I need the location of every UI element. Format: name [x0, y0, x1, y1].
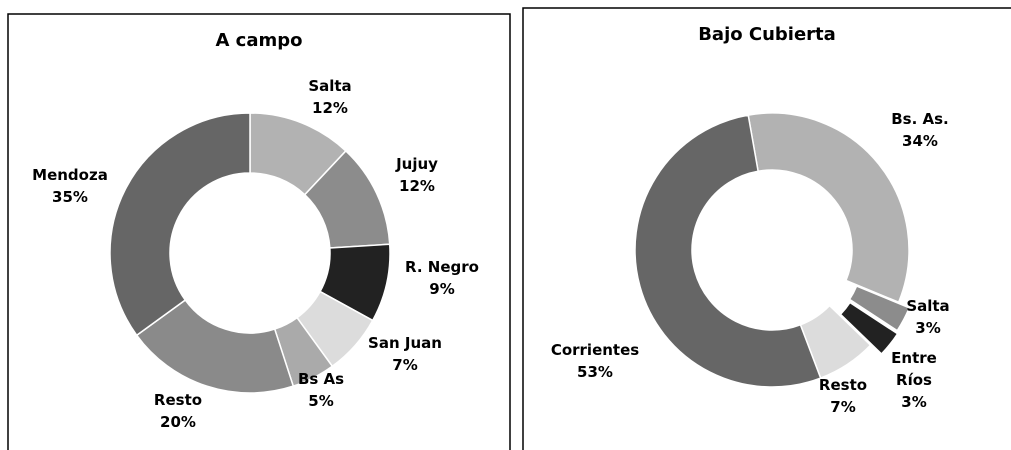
slice-label: Mendoza 35% — [20, 164, 120, 208]
slice-label: Resto 7% — [808, 374, 878, 418]
slice-name: Bs. As. — [891, 110, 949, 128]
slice-label: Bs As 5% — [281, 368, 361, 412]
chart-title-text: A campo — [215, 30, 303, 51]
slice-label: Jujuy 12% — [372, 153, 462, 197]
slice-name: Entre Ríos — [891, 349, 937, 389]
donut-slice — [109, 112, 251, 337]
donut-slice — [747, 112, 910, 304]
slice-value: 34% — [902, 132, 938, 150]
slice-value: 7% — [392, 356, 418, 374]
slice-label: San Juan 7% — [350, 332, 460, 376]
slice-value: 20% — [160, 413, 196, 431]
slice-name: Bs As — [297, 370, 345, 388]
slice-value: 3% — [915, 319, 941, 337]
panel-border — [522, 7, 1011, 450]
donut-slice — [848, 285, 911, 332]
slice-label: Salta 3% — [893, 295, 963, 339]
chart-title: Bajo Cubierta — [617, 24, 917, 45]
slice-value: 7% — [830, 398, 856, 416]
slice-name: Salta — [906, 297, 950, 315]
slice-name: Resto — [818, 376, 868, 394]
slice-value: 12% — [399, 177, 435, 195]
slice-value: 35% — [52, 188, 88, 206]
slice-label: Corrientes 53% — [535, 339, 655, 383]
slice-label: Salta 12% — [285, 75, 375, 119]
slice-label: Resto 20% — [133, 389, 223, 433]
slice-value: 3% — [901, 393, 927, 411]
slice-name: Salta — [308, 77, 352, 95]
donut-slice — [634, 114, 822, 388]
panel-border — [7, 13, 511, 450]
slice-value: 12% — [312, 99, 348, 117]
slice-name: Corrientes — [550, 341, 640, 359]
donut-slice — [839, 301, 899, 355]
slice-name: R. Negro — [405, 258, 479, 276]
slice-name: Mendoza — [32, 166, 108, 184]
slice-name: Jujuy — [396, 155, 438, 173]
slice-name: Resto — [153, 391, 203, 409]
slice-name: San Juan — [368, 334, 442, 352]
slice-label: R. Negro 9% — [387, 256, 497, 300]
slice-value: 9% — [429, 280, 455, 298]
slice-label: Entre Ríos 3% — [884, 347, 944, 413]
slice-value: 53% — [577, 363, 613, 381]
chart-title: A campo — [109, 30, 409, 51]
slice-label: Bs. As. 34% — [875, 108, 965, 152]
slice-value: 5% — [308, 392, 334, 410]
chart-title-text: Bajo Cubierta — [698, 24, 836, 45]
